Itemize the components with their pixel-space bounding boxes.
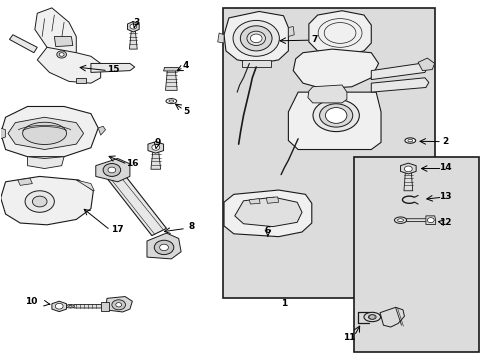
Circle shape [116,303,122,307]
Ellipse shape [165,99,176,104]
Polygon shape [288,92,380,149]
Polygon shape [52,301,66,312]
Polygon shape [91,63,135,72]
Polygon shape [0,107,98,157]
Circle shape [368,315,374,319]
Ellipse shape [367,315,375,319]
Polygon shape [242,60,271,67]
Polygon shape [288,27,294,37]
Circle shape [427,218,433,223]
Text: 1: 1 [281,299,287,308]
Text: 2: 2 [441,137,447,146]
Polygon shape [217,33,224,43]
Polygon shape [148,141,163,153]
Polygon shape [76,78,86,83]
Ellipse shape [312,99,359,132]
Polygon shape [147,233,181,259]
Bar [353,157,478,352]
Text: 8: 8 [188,222,195,231]
Polygon shape [18,178,32,185]
Circle shape [404,166,411,172]
Circle shape [57,51,66,58]
Text: 16: 16 [126,159,138,168]
Text: 4: 4 [183,61,189,70]
Circle shape [250,34,262,42]
Text: 13: 13 [438,192,451,201]
Polygon shape [425,216,435,225]
Text: 10: 10 [25,297,37,306]
Polygon shape [27,157,64,168]
Polygon shape [249,199,260,204]
Text: 3: 3 [133,18,139,27]
Polygon shape [406,219,429,222]
Circle shape [154,240,173,255]
Ellipse shape [69,305,72,307]
Polygon shape [266,197,278,203]
Text: 7: 7 [311,35,317,44]
Text: 9: 9 [154,138,161,147]
Polygon shape [0,128,5,139]
Polygon shape [76,180,94,191]
Polygon shape [224,12,288,63]
Text: 6: 6 [264,226,270,235]
Polygon shape [9,35,37,53]
Ellipse shape [319,104,352,127]
Polygon shape [370,63,427,80]
Bar [222,8,434,298]
Text: 14: 14 [438,163,451,172]
Ellipse shape [397,219,403,222]
Circle shape [25,191,54,212]
Polygon shape [105,297,132,312]
Ellipse shape [168,100,173,102]
Circle shape [159,244,168,251]
Circle shape [103,163,121,176]
Ellipse shape [240,26,271,51]
Polygon shape [307,85,346,103]
Polygon shape [54,37,73,46]
Polygon shape [403,172,412,191]
Polygon shape [127,22,139,32]
Ellipse shape [66,305,74,308]
Polygon shape [293,49,378,89]
Text: 17: 17 [111,225,124,234]
Text: 5: 5 [183,107,189,116]
Ellipse shape [363,312,380,321]
Ellipse shape [246,31,265,45]
Polygon shape [35,8,76,60]
Ellipse shape [22,122,66,144]
Ellipse shape [407,139,412,142]
Polygon shape [96,158,130,182]
Circle shape [325,108,346,123]
Circle shape [55,303,63,309]
Ellipse shape [404,138,415,143]
Polygon shape [370,78,428,92]
Polygon shape [74,305,103,308]
Ellipse shape [233,21,279,56]
Polygon shape [417,58,434,71]
Polygon shape [400,163,415,174]
Circle shape [130,24,137,29]
Polygon shape [0,176,93,225]
Polygon shape [163,67,179,71]
Circle shape [152,144,159,150]
Polygon shape [37,47,101,83]
Circle shape [112,300,125,310]
Ellipse shape [394,217,406,224]
Polygon shape [105,169,166,235]
Polygon shape [165,69,177,90]
Polygon shape [8,117,83,149]
Polygon shape [101,302,109,311]
Text: 12: 12 [438,218,451,227]
Polygon shape [151,151,160,169]
Polygon shape [224,190,311,237]
Text: 11: 11 [342,333,354,342]
Circle shape [59,53,64,56]
Circle shape [108,167,116,173]
Polygon shape [234,197,302,226]
Circle shape [32,196,47,207]
Polygon shape [98,126,105,135]
Polygon shape [308,11,370,55]
Text: 15: 15 [106,65,119,74]
Polygon shape [129,30,137,49]
